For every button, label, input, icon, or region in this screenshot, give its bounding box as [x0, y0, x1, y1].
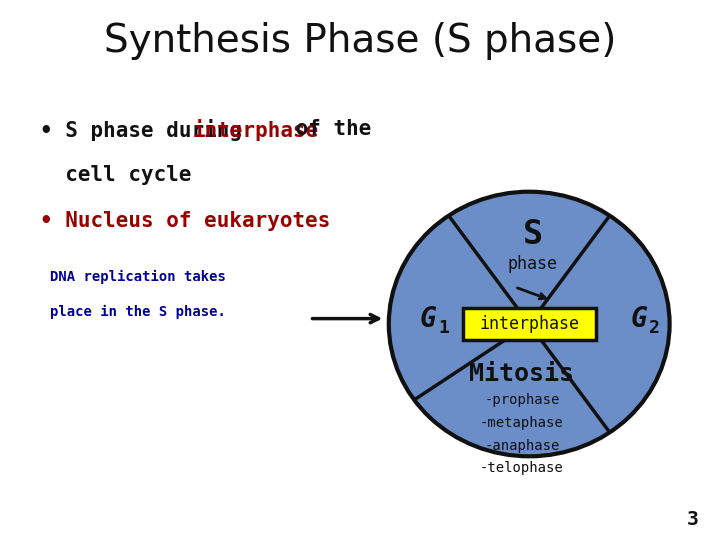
- Text: -telophase: -telophase: [480, 461, 564, 475]
- Text: • S phase during: • S phase during: [40, 119, 254, 141]
- Text: 3: 3: [687, 510, 698, 529]
- Text: -metaphase: -metaphase: [480, 416, 564, 430]
- Text: of the: of the: [283, 119, 371, 139]
- Text: 2: 2: [649, 319, 660, 338]
- Text: 1: 1: [438, 319, 449, 338]
- Text: DNA replication takes: DNA replication takes: [50, 270, 226, 284]
- Ellipse shape: [389, 192, 670, 456]
- Text: S: S: [523, 218, 543, 251]
- Text: • Nucleus of eukaryotes: • Nucleus of eukaryotes: [40, 211, 330, 231]
- Text: Mitosis: Mitosis: [469, 362, 575, 386]
- Text: interphase: interphase: [480, 315, 579, 333]
- Text: place in the S phase.: place in the S phase.: [50, 305, 226, 319]
- Text: -anaphase: -anaphase: [485, 438, 559, 453]
- Text: G: G: [420, 305, 436, 333]
- Text: phase: phase: [508, 255, 558, 273]
- Text: -prophase: -prophase: [485, 393, 559, 407]
- FancyBboxPatch shape: [462, 308, 596, 340]
- Text: G: G: [630, 305, 647, 333]
- Text: Synthesis Phase (S phase): Synthesis Phase (S phase): [104, 22, 616, 59]
- Text: interphase: interphase: [193, 119, 319, 141]
- Text: cell cycle: cell cycle: [40, 165, 191, 185]
